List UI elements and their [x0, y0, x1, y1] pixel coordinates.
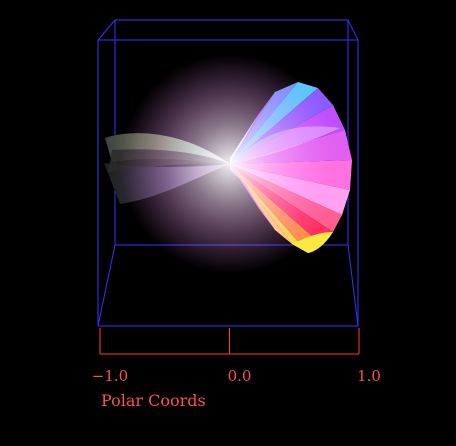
box-floor-left	[97, 244, 116, 327]
surface-rim-yellow-band	[292, 232, 333, 253]
x-axis: −1.0 0.0 1.0 Polar Coords	[92, 328, 381, 410]
surface-plot	[104, 54, 352, 274]
x-tick-label: 0.0	[228, 367, 252, 385]
x-tick-label: 1.0	[357, 367, 381, 385]
x-ticks: −1.0 0.0 1.0	[92, 328, 381, 385]
bounding-box-front	[97, 19, 359, 327]
surface-pinch-glow	[120, 54, 340, 274]
x-tick-label: −1.0	[92, 367, 128, 385]
box-floor-right	[347, 244, 359, 327]
box-top-right	[347, 19, 359, 41]
x-axis-title: Polar Coords	[101, 391, 206, 410]
box-top-left	[97, 19, 116, 41]
